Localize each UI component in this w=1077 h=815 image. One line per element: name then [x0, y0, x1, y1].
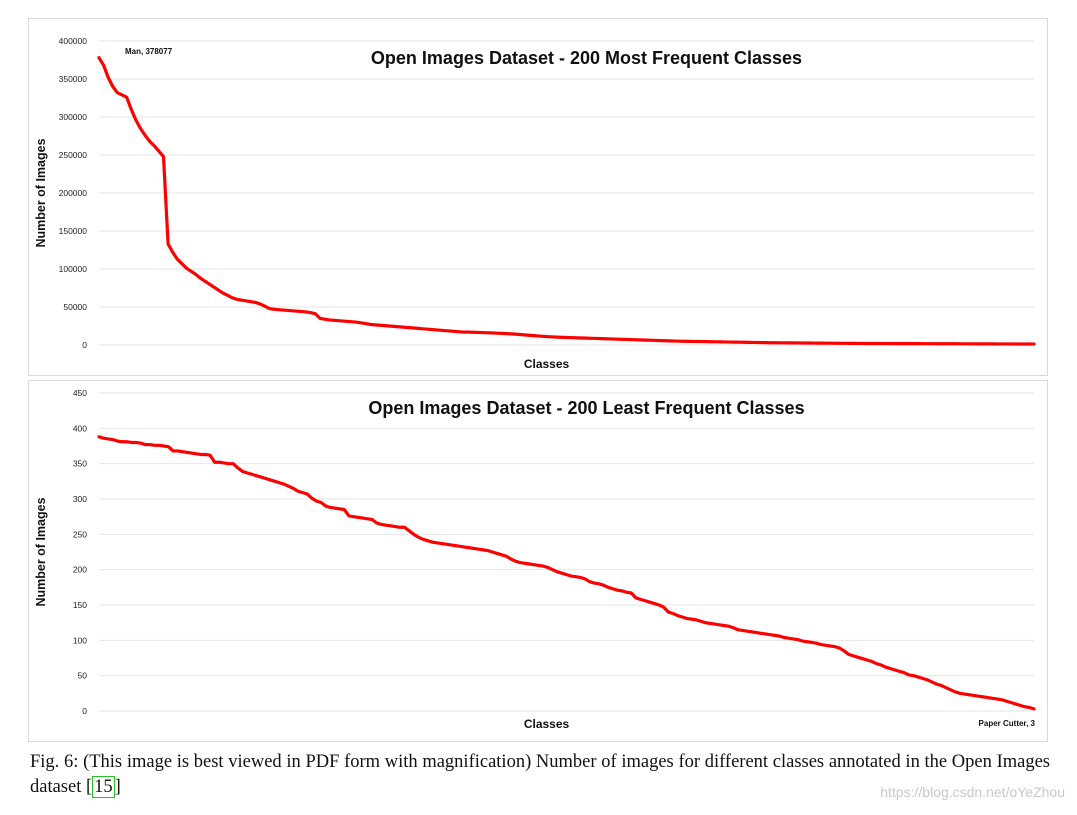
chart-title: Open Images Dataset - 200 Most Frequent …	[371, 48, 802, 68]
y-tick-label: 250000	[59, 150, 88, 160]
y-tick-label: 0	[82, 706, 87, 716]
chart-most-frequent: 0 50000 100000 150000 200000 250000 300000 3500…	[34, 36, 1036, 371]
y-tick-label: 200000	[59, 188, 88, 198]
data-annotation: Man, 378077	[125, 47, 173, 56]
caption-close: ]	[114, 777, 121, 797]
y-tick-label: 300000	[59, 112, 88, 122]
y-tick-label: 50	[78, 671, 88, 681]
x-axis-label: Classes	[524, 717, 570, 731]
y-axis-label: Number of Images	[34, 138, 48, 247]
x-axis-label: Classes	[524, 357, 570, 371]
y-tick-label: 400000	[59, 36, 88, 46]
y-tick-label: 200	[73, 565, 87, 575]
y-tick-label: 450	[73, 388, 87, 398]
series-line	[97, 435, 1036, 711]
y-tick-label: 400	[73, 423, 87, 433]
y-axis-label: Number of Images	[34, 497, 48, 606]
y-tick-label: 100000	[59, 264, 88, 274]
caption-text: Fig. 6: (This image is best viewed in PD…	[30, 752, 1050, 797]
chart-panel-most-frequent: 0 50000 100000 150000 200000 250000 300000 3500…	[28, 18, 1048, 376]
y-tick-label: 250	[73, 529, 87, 539]
watermark: https://blog.csdn.net/oYeZhou	[880, 784, 1065, 800]
y-tick-label: 150000	[59, 226, 88, 236]
y-tick-label: 150	[73, 600, 87, 610]
series-line	[97, 56, 1036, 346]
y-tick-label: 300	[73, 494, 87, 504]
y-tick-label: 350	[73, 459, 87, 469]
figure-caption: Fig. 6: (This image is best viewed in PD…	[30, 750, 1050, 800]
y-tick-label: 0	[82, 340, 87, 350]
data-annotation: Paper Cutter, 3	[979, 719, 1036, 728]
y-tick-label: 50000	[63, 302, 87, 312]
chart-least-frequent: 0 50 100 150 200 250 300 350 400 450 Open Images D…	[34, 388, 1036, 731]
caption-reference-link[interactable]: 15	[92, 776, 115, 798]
y-tick-label: 350000	[59, 74, 88, 84]
chart-title: Open Images Dataset - 200 Least Frequent…	[368, 398, 804, 418]
y-tick-label: 100	[73, 635, 87, 645]
chart-panel-least-frequent: 0 50 100 150 200 250 300 350 400 450 Open Images D…	[28, 380, 1048, 742]
